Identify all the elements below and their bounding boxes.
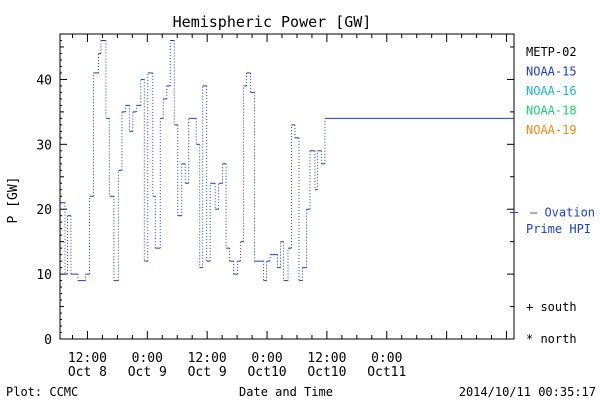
x-tick-label-time: 12:00 xyxy=(188,351,227,366)
ovation-label-2: Prime HPI xyxy=(526,222,591,236)
x-tick-label-date: Oct10 xyxy=(247,365,286,380)
series-group xyxy=(60,39,514,282)
y-axis-label: P [GW] xyxy=(6,177,21,224)
x-tick-label-time: 0:00 xyxy=(251,351,282,366)
footer-timestamp: 2014/10/11 00:35:17 xyxy=(459,385,596,399)
y-tick-label: 30 xyxy=(36,138,52,153)
x-tick-label-date: Oct 9 xyxy=(188,365,227,380)
x-tick-label-date: Oct10 xyxy=(307,365,346,380)
y-tick-label: 10 xyxy=(36,268,52,283)
plot-frame xyxy=(59,33,515,340)
x-tick-label-date: Oct11 xyxy=(367,365,406,380)
y-axis: 0 10 20 30 40 xyxy=(36,39,514,348)
ovation-label: – Ovation xyxy=(530,205,595,219)
x-tick-label-time: 12:00 xyxy=(307,351,346,366)
x-tick-label-date: Oct 9 xyxy=(128,365,167,380)
y-tick-label: 20 xyxy=(36,203,52,218)
x-tick-label-time: 0:00 xyxy=(371,351,402,366)
south-marker-key: + south xyxy=(526,300,577,314)
x-tick-label-time: 0:00 xyxy=(132,351,163,366)
x-tick-label-date: Oct 8 xyxy=(68,365,107,380)
legend: METP-02 NOAA-15 NOAA-16 NOAA-18 NOAA-19 xyxy=(526,45,577,137)
legend-entry: NOAA-15 xyxy=(526,65,577,79)
chart-title: Hemispheric Power [GW] xyxy=(173,13,372,31)
y-tick-label: 0 xyxy=(44,333,52,348)
legend-entry: NOAA-18 xyxy=(526,104,577,118)
footer-credit: Plot: CCMC xyxy=(6,385,78,399)
x-axis-label: Date and Time xyxy=(239,385,333,399)
legend-entry: METP-02 xyxy=(526,45,577,59)
x-tick-label-time: 12:00 xyxy=(68,351,107,366)
legend-entry: NOAA-16 xyxy=(526,84,577,98)
legend-entry: NOAA-19 xyxy=(526,123,577,137)
y-tick-label: 40 xyxy=(36,73,52,88)
north-marker-key: * north xyxy=(526,332,577,346)
